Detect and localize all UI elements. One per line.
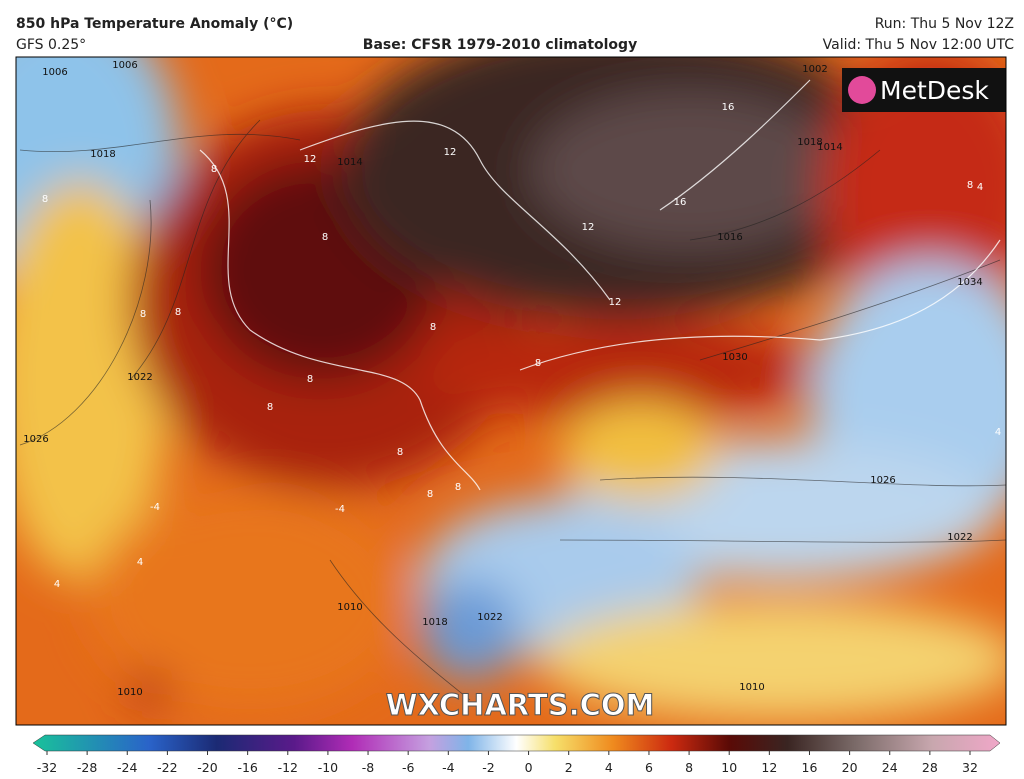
colorbar-tick-label: 2 [565,760,573,775]
colorbar-tick-label: 24 [882,760,898,775]
colorbar-tick-label: -28 [77,760,97,775]
anomaly-label: 8 [307,374,313,385]
title: 850 hPa Temperature Anomaly (°C) [16,16,293,32]
anomaly-label: 8 [397,447,403,458]
anomaly-label: 12 [582,222,595,233]
isobar-label: 1026 [870,475,895,486]
anomaly-label: -4 [335,504,345,515]
run: Run: Thu 5 Nov 12Z [875,16,1014,32]
anomaly-label: 12 [609,297,622,308]
colorbar-tick-label: -22 [157,760,177,775]
isobar-label: 1022 [477,612,502,623]
colorbar-tick-label: -32 [37,760,57,775]
isobar-label: 1034 [957,277,982,288]
anomaly-label: 8 [322,232,328,243]
isobar-label: 1010 [337,602,362,613]
anomaly-label: 8 [175,307,181,318]
colorbar-tick-label: -6 [402,760,415,775]
anomaly-label: 8 [427,489,433,500]
anomaly-label: 4 [995,427,1001,438]
colorbar-tick-label: -2 [482,760,494,775]
isobar-label: 1002 [802,64,827,75]
anomaly-label: 8 [42,194,48,205]
colorbar-tick-label: 32 [962,760,978,775]
anomaly-label: 4 [137,557,143,568]
colorbar-tick-label: -16 [237,760,257,775]
anomaly-label: 8 [211,164,217,175]
anomaly-label: 4 [54,579,60,590]
colorbar-ticks: -32 -28 -24 -22 -20 -16 -12 -10 -8 -6 -4 -2 0 2 4 6 8 10 1… [37,751,978,775]
watermark: WXCHARTS.COM [386,688,655,722]
anomaly-label: 12 [304,154,317,165]
isobar-label: 1018 [422,617,447,628]
isobar-labels: 1006100610181014102210261026102210301034… [23,60,982,698]
anomaly-label: 8 [267,402,273,413]
anomaly-label: -4 [150,502,160,513]
isobar-label: 1014 [817,142,842,153]
logo-icon [848,76,876,104]
anomaly-label: 8 [535,358,541,369]
colorbar-tick-label: 0 [525,760,533,775]
colorbar-tick-label: -8 [362,760,375,775]
colorbar-tick-label: -20 [197,760,217,775]
isobar-label: 1006 [42,67,67,78]
isobar-label: 1014 [337,157,362,168]
anomaly-label: 4 [977,182,983,193]
colorbar-tick-label: 28 [922,760,938,775]
isobar-label: 1022 [947,532,972,543]
colorbar-tick-label: -10 [318,760,338,775]
logo: MetDesk [880,76,989,105]
anomaly-label: 8 [455,482,461,493]
isobar-label: 1010 [739,682,764,693]
isobar-label: 1010 [117,687,142,698]
base: Base: CFSR 1979-2010 climatology [363,37,637,53]
anomaly-label: 8 [430,322,436,333]
colorbar [32,734,1001,752]
colorbar-tick-label: 20 [842,760,858,775]
isobar-label: 1006 [112,60,137,71]
valid: Valid: Thu 5 Nov 12:00 UTC [823,37,1015,53]
colorbar-tick-label: -4 [442,760,455,775]
anomaly-label: 8 [140,309,146,320]
anomaly-label: 16 [722,102,735,113]
anomaly-label: 8 [967,180,973,191]
isobar-label: 1030 [722,352,747,363]
colorbar-tick-label: 12 [761,760,777,775]
isobar-label: 1018 [797,137,822,148]
anomaly-label: 12 [444,147,457,158]
colorbar-tick-label: 6 [645,760,653,775]
colorbar-tick-label: 16 [802,760,818,775]
colorbar-tick-label: -24 [117,760,137,775]
isobar-label: 1026 [23,434,48,445]
colorbar-tick-label: 8 [685,760,693,775]
colorbar-tick-label: -12 [278,760,298,775]
anomaly-label: 16 [674,197,687,208]
isobar-label: 1016 [717,232,742,243]
colorbar-tick-label: 10 [721,760,737,775]
isobar-label: 1022 [127,372,152,383]
isobar-label: 1018 [90,149,115,160]
map-frame [15,56,1007,726]
model: GFS 0.25° [16,37,86,53]
colorbar-tick-label: 4 [605,760,613,775]
